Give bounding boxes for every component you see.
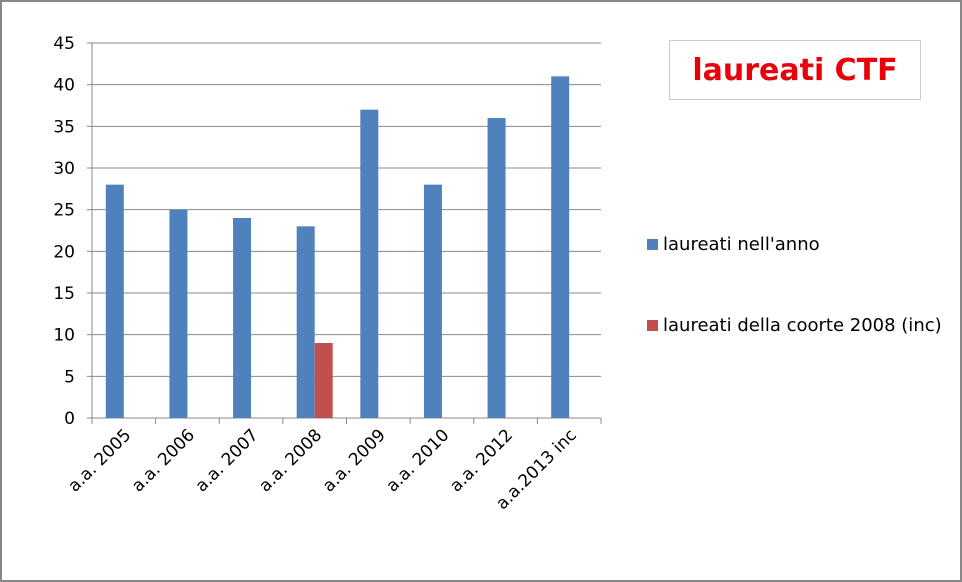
chart-title: laureati CTF xyxy=(669,40,921,100)
bar xyxy=(423,184,442,418)
x-tick-label: a.a. 2005 xyxy=(64,425,135,496)
x-tick-label: a.a. 2008 xyxy=(255,425,326,496)
x-tick-label: a.a. 2009 xyxy=(319,425,390,496)
x-tick-label: a.a. 2007 xyxy=(192,425,263,496)
legend-swatch xyxy=(647,239,658,250)
bar xyxy=(105,184,124,418)
y-tick-label: 45 xyxy=(53,34,75,54)
y-tick-label: 25 xyxy=(53,201,75,221)
y-tick-label: 30 xyxy=(53,159,75,179)
legend-label: laureati della coorte 2008 (inc) xyxy=(663,315,942,336)
legend-item: laureati nell'anno xyxy=(647,232,957,258)
y-tick-label: 0 xyxy=(64,409,75,429)
y-tick-label: 20 xyxy=(53,242,75,262)
y-tick-label: 5 xyxy=(64,367,75,387)
bar xyxy=(551,76,570,418)
legend-swatch xyxy=(647,320,658,331)
bar xyxy=(360,109,379,419)
bar xyxy=(296,226,315,418)
bar xyxy=(169,209,188,418)
x-tick-label: a.a. 2010 xyxy=(383,425,454,496)
y-tick-label: 40 xyxy=(53,76,75,96)
legend-label: laureati nell'anno xyxy=(663,234,820,255)
x-tick-label: a.a. 2006 xyxy=(128,425,199,496)
bar xyxy=(233,218,252,418)
y-tick-label: 10 xyxy=(53,326,75,346)
bar xyxy=(314,343,333,418)
y-tick-label: 35 xyxy=(53,117,75,137)
y-tick-label: 15 xyxy=(53,284,75,304)
bar xyxy=(487,118,506,418)
legend-item: laureati della coorte 2008 (inc) xyxy=(647,313,957,339)
